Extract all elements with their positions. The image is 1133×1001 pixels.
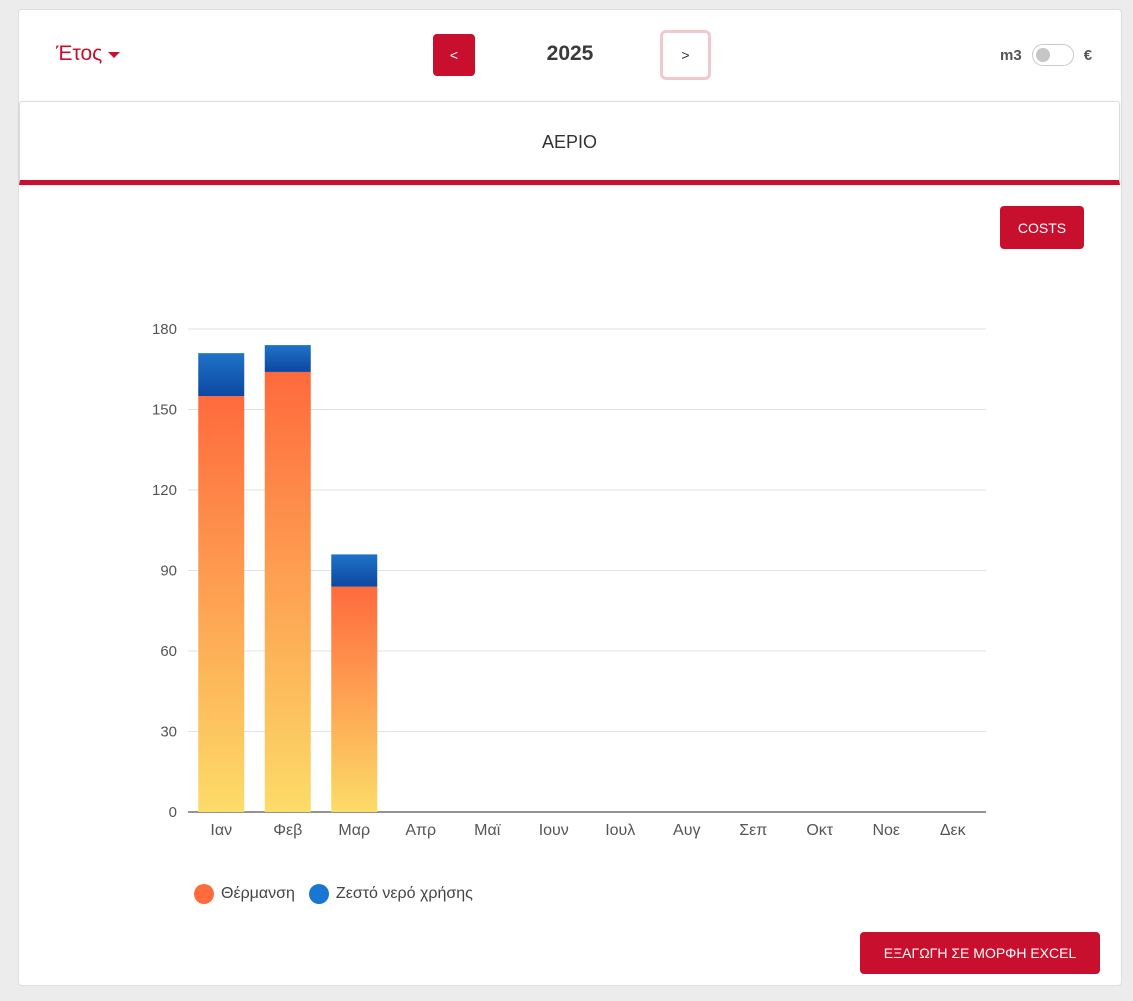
legend-item-heating[interactable]: Θέρμανση (194, 884, 295, 904)
bar-hot-water-0[interactable] (198, 353, 245, 397)
bar-hot-water-2[interactable] (331, 554, 378, 587)
export-excel-button[interactable]: ΕΞΑΓΩΓΗ ΣΕ ΜΟΡΦΗ EXCEL (860, 932, 1100, 974)
unit-euro-label: € (1083, 46, 1093, 64)
y-tick-label: 0 (169, 804, 177, 821)
x-tick-label: Ιουλ (605, 822, 635, 839)
year-dropdown[interactable]: Έτος (56, 42, 121, 66)
bar-heating-0[interactable] (198, 396, 245, 812)
legend-heating-label: Θέρμανση (221, 885, 295, 902)
y-tick-label: 60 (160, 643, 177, 660)
y-tick-label: 150 (152, 402, 177, 419)
tab-gas[interactable]: ΑΕΡΙΟ (19, 101, 1120, 185)
y-tick-label: 120 (152, 482, 177, 499)
x-tick-label: Μαϊ (474, 822, 501, 839)
costs-button[interactable]: COSTS (1000, 206, 1084, 249)
y-tick-label: 90 (160, 563, 177, 580)
y-tick-label: 30 (160, 724, 177, 741)
x-tick-label: Απρ (405, 822, 436, 839)
unit-toggle: m3 € (1000, 44, 1092, 66)
x-tick-label: Ιουν (539, 822, 569, 839)
x-tick-label: Δεκ (940, 822, 967, 839)
bar-heating-1[interactable] (264, 371, 311, 812)
bar-hot-water-1[interactable] (264, 345, 311, 372)
current-year: 2025 (546, 42, 594, 65)
x-tick-label: Αυγ (673, 822, 700, 839)
x-tick-label: Σεπ (739, 822, 767, 839)
legend-hot-water-dot (308, 884, 329, 904)
previous-year-button[interactable]: < (433, 34, 475, 76)
unit-switch[interactable] (1031, 44, 1074, 66)
x-tick-label: Οκτ (806, 822, 833, 839)
x-tick-label: Ιαν (210, 822, 232, 839)
tab-gas-label: ΑΕΡΙΟ (541, 132, 598, 152)
x-tick-label: Φεβ (273, 822, 302, 839)
switch-knob (1035, 48, 1050, 62)
y-tick-label: 180 (152, 321, 177, 338)
year-dropdown-label: Έτος (56, 42, 103, 65)
legend-hot-water-label: Ζεστό νερό χρήσης (335, 885, 473, 902)
x-tick-label: Νοε (872, 822, 900, 839)
next-year-button[interactable]: > (660, 30, 711, 80)
legend-item-hot-water[interactable]: Ζεστό νερό χρήσης (308, 884, 473, 904)
legend-heating-dot (194, 884, 214, 904)
chart-legend: Θέρμανση Ζεστό νερό χρήσης (194, 884, 473, 904)
bar-heating-2[interactable] (331, 586, 378, 812)
caret-down-icon (108, 52, 121, 58)
x-tick-label: Μαρ (338, 822, 370, 839)
unit-m3-label: m3 (1000, 46, 1022, 64)
